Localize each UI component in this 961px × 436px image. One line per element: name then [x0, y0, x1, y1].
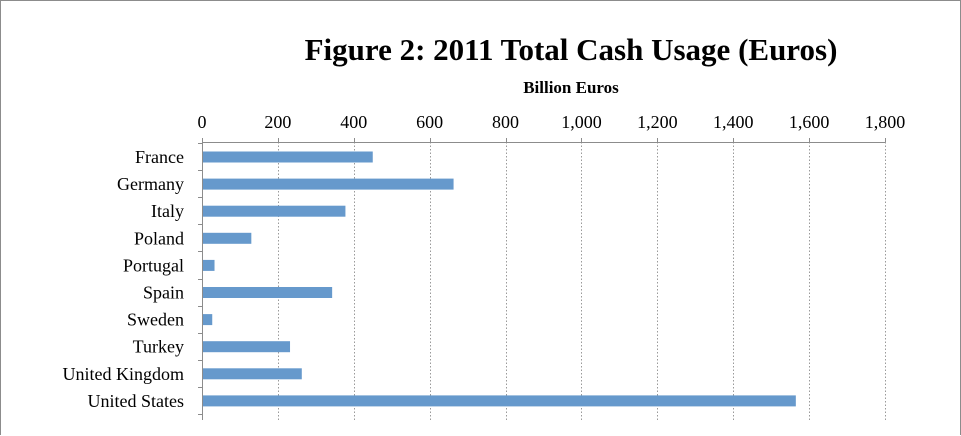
category-label: Spain [143, 283, 184, 303]
category-label: Poland [134, 228, 184, 248]
x-tick-label: 400 [340, 112, 367, 132]
bar [203, 178, 454, 190]
bar [203, 232, 252, 244]
category-label: Sweden [127, 310, 184, 330]
x-tick-label: 800 [492, 112, 519, 132]
bar [203, 395, 796, 407]
x-tick-label: 1,000 [561, 112, 602, 132]
x-tick-label: 1,800 [865, 112, 906, 132]
category-label: Germany [117, 174, 184, 194]
category-label: Portugal [123, 255, 184, 275]
bar [203, 341, 291, 353]
bar [203, 314, 213, 326]
category-label: United Kingdom [63, 364, 185, 384]
x-tick-label: 0 [198, 112, 207, 132]
bar [203, 287, 333, 298]
chart-title: Figure 2: 2011 Total Cash Usage (Euros) [304, 32, 838, 67]
category-label: Italy [151, 201, 184, 221]
x-tick-label: 1,400 [713, 112, 754, 132]
category-label: Turkey [133, 337, 184, 357]
x-tick-label: 1,200 [637, 112, 678, 132]
category-label: France [135, 147, 184, 167]
bar [203, 151, 373, 163]
chart-subtitle: Billion Euros [523, 78, 619, 97]
bar [203, 368, 302, 380]
x-tick-label: 200 [264, 112, 291, 132]
x-tick-label: 1,600 [789, 112, 830, 132]
bar [203, 259, 215, 271]
category-label: United States [88, 391, 185, 411]
x-tick-label: 600 [416, 112, 443, 132]
bar [203, 205, 346, 217]
